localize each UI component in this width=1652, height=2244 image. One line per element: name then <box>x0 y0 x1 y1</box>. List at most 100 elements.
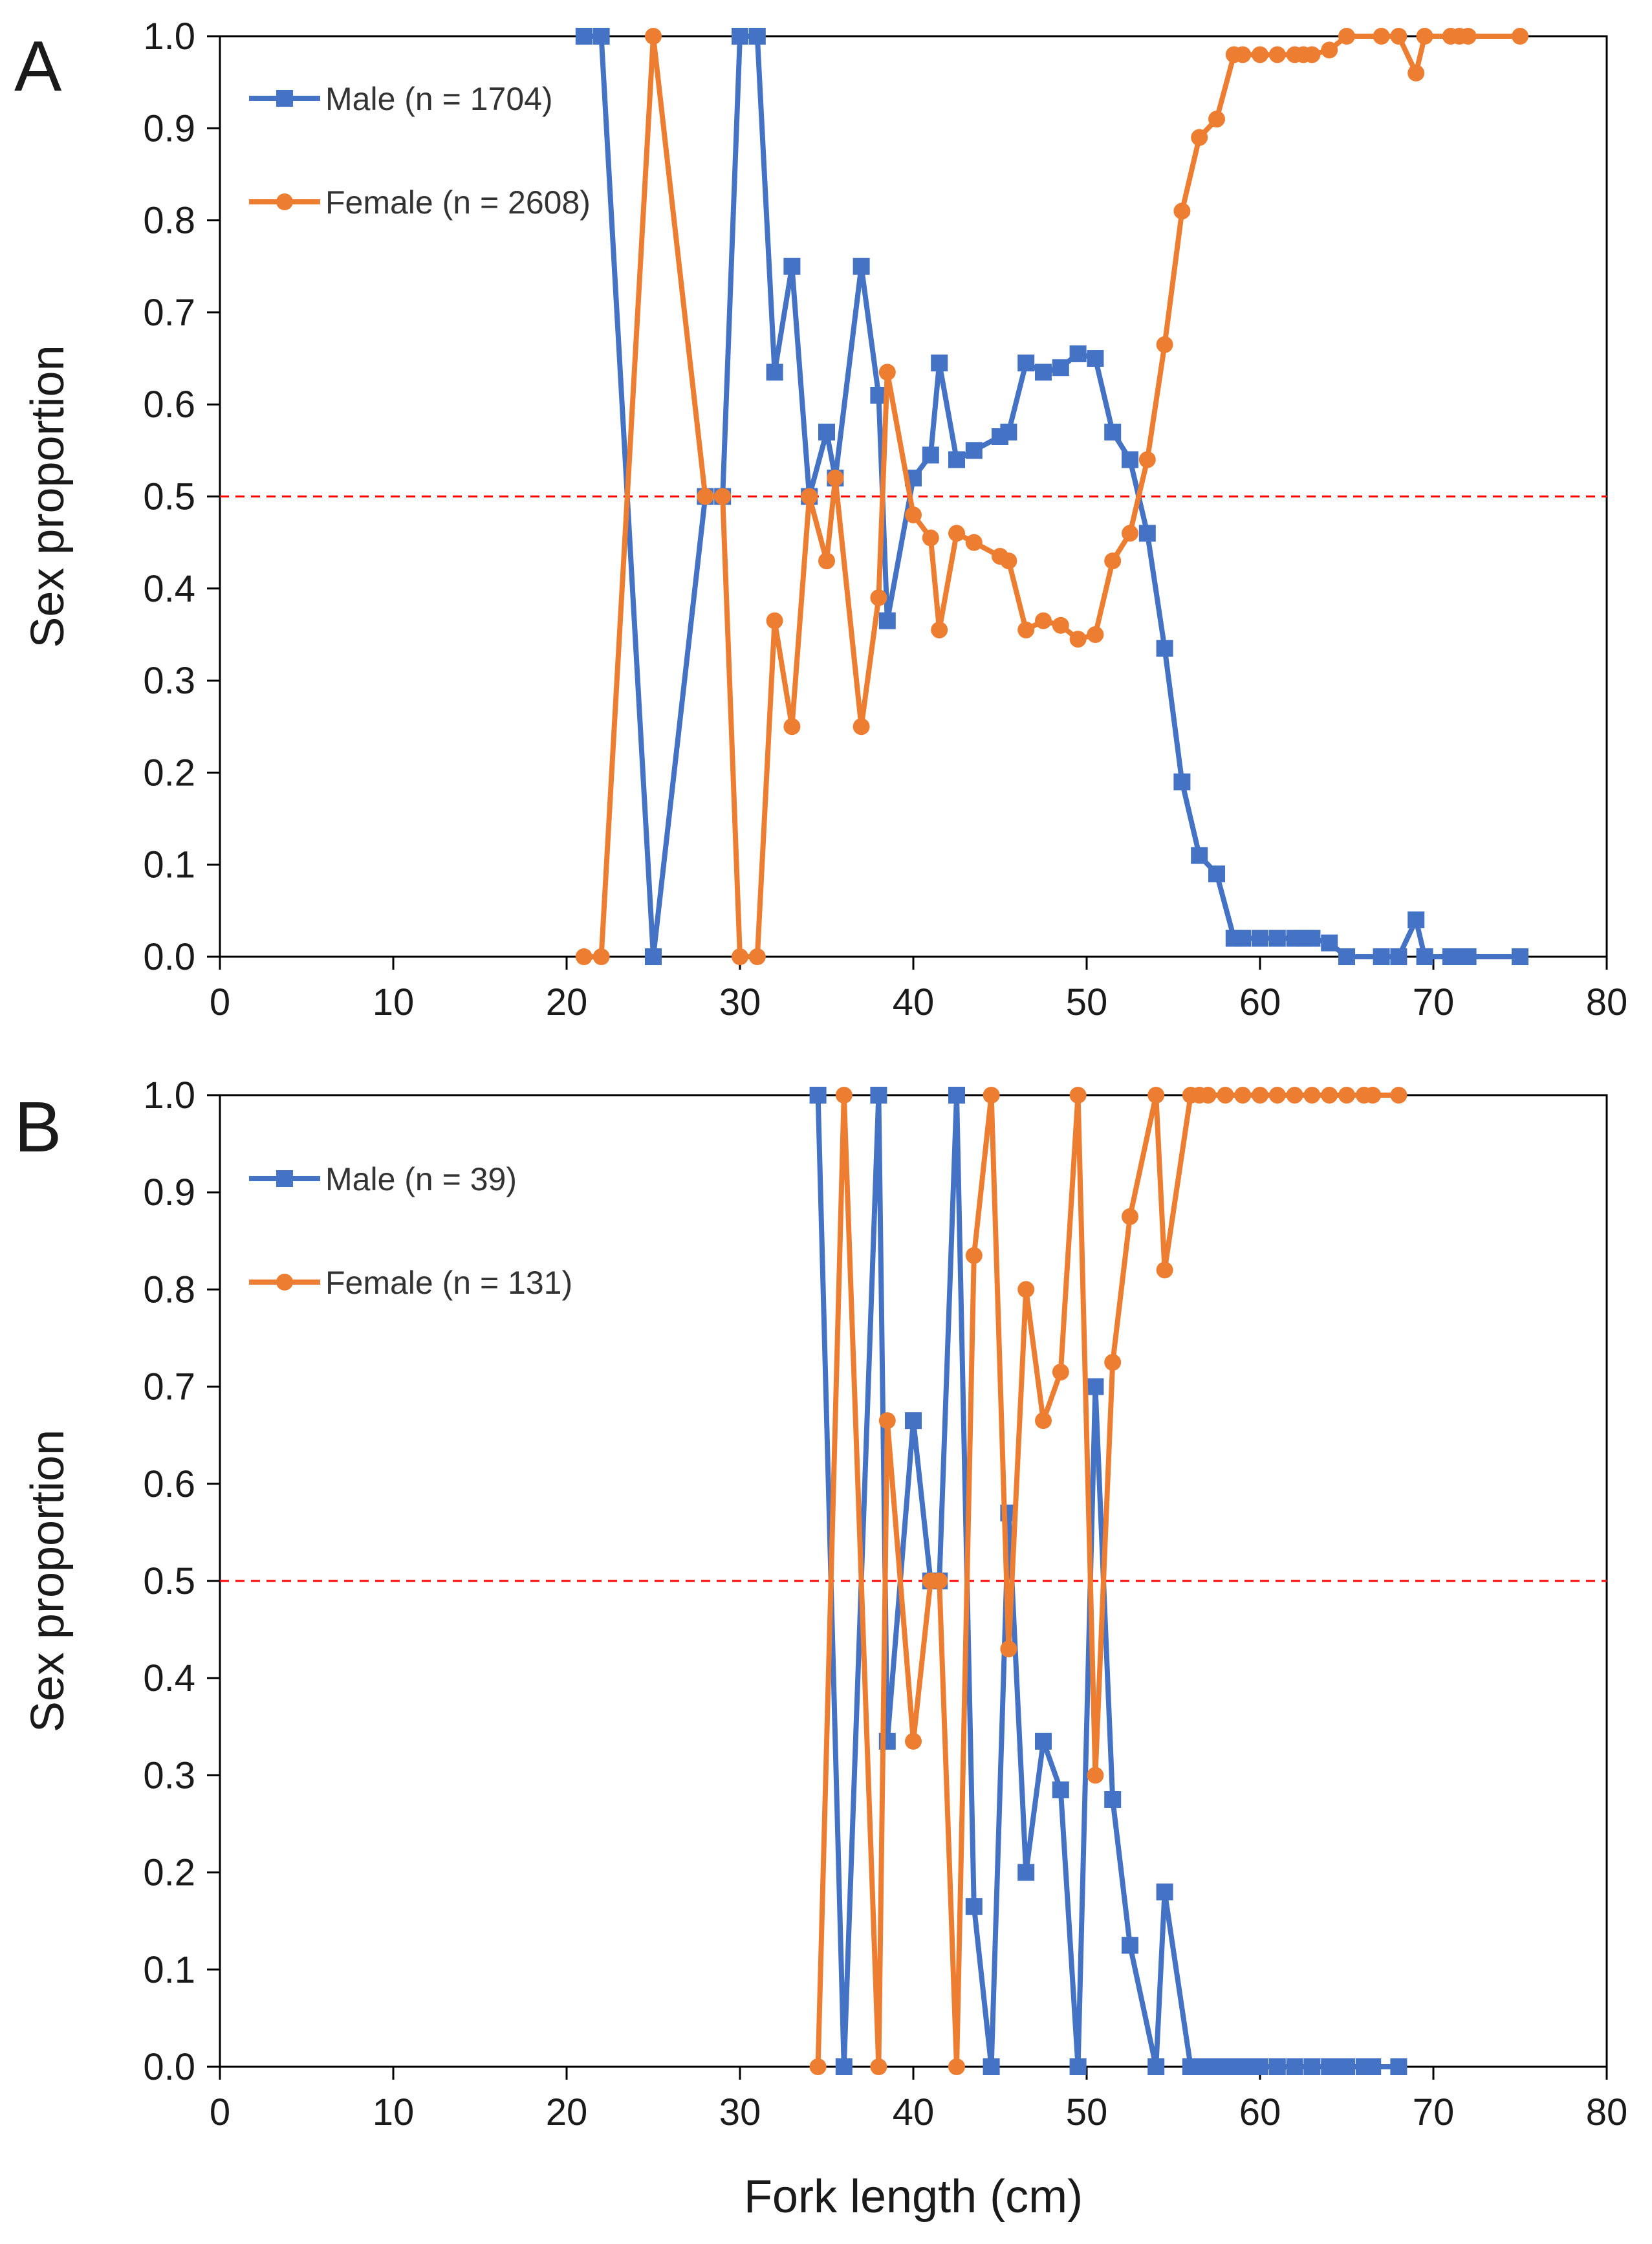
data-point <box>1156 640 1173 657</box>
x-tick-label: 50 <box>1066 981 1108 1023</box>
y-tick-label: 0.6 <box>143 1463 195 1505</box>
legend-label: Male (n = 39) <box>325 1161 517 1197</box>
y-tick-label: 0.5 <box>143 476 195 518</box>
data-point <box>645 948 662 965</box>
data-point <box>575 28 592 45</box>
data-point <box>1373 28 1390 45</box>
data-point <box>748 948 766 965</box>
data-point <box>1035 1412 1052 1430</box>
x-axis-title: Fork length (cm) <box>744 2171 1083 2223</box>
data-point <box>853 257 870 275</box>
data-point <box>1173 773 1191 790</box>
x-tick-label: 60 <box>1239 2091 1281 2133</box>
data-point <box>1268 930 1286 947</box>
data-point <box>931 1573 948 1589</box>
data-point <box>878 1412 896 1430</box>
x-tick-label: 40 <box>893 981 935 1023</box>
data-point <box>1104 1354 1122 1371</box>
data-point <box>1208 865 1225 882</box>
x-tick-label: 10 <box>373 2091 415 2133</box>
x-tick-label: 20 <box>546 981 588 1023</box>
data-point <box>1459 28 1477 45</box>
data-point <box>931 621 948 638</box>
data-point <box>965 1247 983 1264</box>
data-point <box>1416 28 1433 45</box>
data-point <box>1052 616 1069 634</box>
data-point <box>1390 28 1407 45</box>
x-tick-label: 80 <box>1586 2091 1628 2133</box>
data-point <box>878 364 896 381</box>
y-tick-label: 0.0 <box>143 2046 195 2088</box>
series-female <box>575 28 1528 965</box>
y-tick-label: 0.9 <box>143 1171 195 1214</box>
data-point <box>1069 345 1087 362</box>
data-point <box>818 423 835 441</box>
data-point <box>948 1087 965 1104</box>
y-tick-label: 0.0 <box>143 936 195 978</box>
data-point <box>1321 41 1338 59</box>
data-point <box>1035 612 1052 629</box>
panel-b: 0 10 20 30 40 50 60 70 80 0.0 0.1 0.2 0.3 0.4 0.5 0.6 0.… <box>14 1074 1627 2223</box>
y-tick-label: 0.4 <box>143 568 195 610</box>
data-point <box>1303 2058 1321 2075</box>
data-point <box>1052 1364 1069 1381</box>
x-tick-label: 20 <box>546 2091 588 2133</box>
data-point <box>1234 1087 1252 1104</box>
legend-entry: Female (n = 2608) <box>249 184 591 221</box>
y-tick-label: 0.3 <box>143 1754 195 1796</box>
data-point <box>1087 1378 1104 1395</box>
data-point <box>1407 911 1425 929</box>
data-point <box>783 257 801 275</box>
data-point <box>818 552 835 570</box>
data-point <box>1199 1087 1217 1104</box>
data-point <box>870 1087 887 1104</box>
data-point <box>1338 2058 1355 2075</box>
x-tick-label: 70 <box>1413 2091 1455 2133</box>
x-tick-label: 30 <box>719 981 761 1023</box>
data-point <box>732 28 748 45</box>
data-point <box>809 2058 827 2075</box>
data-point <box>983 2058 1000 2075</box>
x-tick-label: 30 <box>719 2091 761 2133</box>
data-point <box>1252 1087 1268 1104</box>
data-point <box>1000 552 1017 570</box>
data-point <box>1390 2058 1407 2075</box>
data-point <box>835 2058 853 2075</box>
data-point <box>592 948 610 965</box>
data-point <box>1122 1937 1138 1954</box>
data-point <box>948 2058 965 2075</box>
data-point <box>766 364 783 381</box>
data-point <box>1459 948 1477 965</box>
data-point <box>922 446 939 464</box>
data-point <box>965 442 983 459</box>
y-tick-label: 0.8 <box>143 200 195 242</box>
y-tick-label: 0.1 <box>143 844 195 886</box>
data-point <box>1407 64 1425 82</box>
legend-entry: Male (n = 39) <box>249 1161 517 1197</box>
legend-entry: Female (n = 131) <box>249 1265 572 1301</box>
data-point <box>1156 1883 1173 1901</box>
data-point <box>1338 28 1355 45</box>
data-point <box>1052 359 1069 376</box>
data-point <box>714 488 732 505</box>
data-point <box>1303 930 1321 947</box>
y-tick-label: 1.0 <box>143 1074 195 1117</box>
data-point <box>1122 525 1138 542</box>
series-female <box>809 1087 1407 2075</box>
data-point <box>1252 46 1268 63</box>
data-point <box>1147 1087 1165 1104</box>
legend-label: Female (n = 131) <box>325 1265 572 1301</box>
legend-marker <box>276 1274 293 1291</box>
data-point <box>1069 2058 1087 2075</box>
data-point <box>1017 621 1035 638</box>
data-point <box>870 2058 887 2075</box>
data-point <box>1035 364 1052 381</box>
data-point <box>1191 129 1208 146</box>
data-point <box>1321 1087 1338 1104</box>
data-point <box>1138 525 1156 542</box>
y-tick-label: 1.0 <box>143 16 195 58</box>
data-point <box>1364 2058 1382 2075</box>
data-point <box>1087 1767 1104 1784</box>
data-point <box>645 28 662 45</box>
data-point <box>931 354 948 372</box>
